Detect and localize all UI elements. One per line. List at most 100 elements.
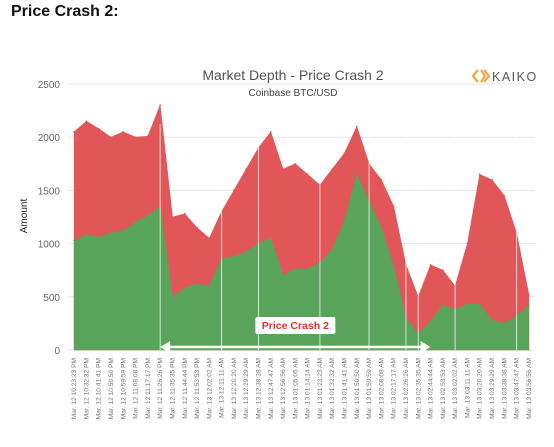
data-point: [73, 239, 76, 242]
x-tick-label: Mar. 13 01:32:32 AM: [329, 358, 336, 419]
data-point: [491, 319, 493, 322]
x-tick-label: Mar. 12 10:41:41 PM: [96, 358, 103, 419]
data-point: [97, 236, 100, 239]
data-point: [478, 173, 481, 176]
data-point: [110, 232, 112, 234]
x-tick-label: Mar. 13 03:29:29 AM: [489, 358, 496, 419]
x-tick-label: Mar. 12 10:23:23 PM: [71, 358, 78, 419]
data-point: [355, 125, 358, 128]
x-tick-label: Mar. 12 11:35:35 PM: [169, 358, 176, 419]
data-point: [392, 205, 395, 208]
x-tick-label: Mar. 13 03:56:56 AM: [526, 358, 533, 419]
data-point: [159, 104, 162, 107]
data-point: [306, 173, 309, 176]
x-tick-label: Mar. 12 10:50:50 PM: [108, 358, 115, 419]
data-point: [233, 189, 235, 192]
data-point: [183, 287, 186, 290]
x-tick-label: Mar. 13 01:59:59 AM: [366, 358, 373, 419]
data-point: [146, 215, 149, 217]
x-tick-label: Mar. 13 02:53:53 AM: [440, 358, 447, 419]
y-tick-label: 2000: [38, 133, 61, 144]
price-crash-annotation: Price Crash 2: [160, 317, 431, 353]
y-tick-label: 500: [43, 293, 60, 304]
y-axis-label: Amount: [19, 199, 30, 234]
data-point: [503, 322, 506, 325]
data-point: [134, 221, 137, 224]
x-tick-label: Mar. 13 02:26:26 AM: [403, 358, 410, 419]
data-point: [429, 263, 432, 266]
data-point: [491, 178, 493, 181]
chart-svg: Market Depth - Price Crash 2 Coinbase BT…: [19, 67, 538, 419]
x-tick-label: Mar. 13 12:11:11 AM: [219, 358, 226, 418]
data-point: [331, 249, 334, 251]
data-point: [503, 194, 506, 197]
data-point: [331, 168, 334, 171]
annotation-arrowhead-left: [160, 341, 171, 353]
kaiko-logo-icon: [471, 69, 491, 83]
data-point: [527, 304, 530, 307]
annotation-label-box: [255, 317, 336, 334]
data-point: [122, 229, 125, 232]
annotation-arrowhead-right: [420, 341, 431, 353]
x-tick-label: Mar. 12 11:08:08 PM: [133, 358, 140, 419]
x-tick-label: Mar. 13 02:35:35 AM: [415, 358, 422, 419]
x-tick-label: Mar. 13 02:08:08 AM: [378, 358, 385, 419]
data-point: [466, 303, 469, 306]
data-point: [233, 255, 235, 258]
data-point: [196, 283, 198, 285]
data-point: [196, 226, 198, 229]
x-tick-label: Mar. 13 12:29:29 AM: [243, 358, 250, 419]
x-tick-label: Mar. 13 01:14:14 AM: [305, 358, 312, 419]
data-point: [245, 168, 248, 171]
data-point: [97, 127, 100, 130]
data-point: [478, 303, 481, 306]
x-tick-label: Mar. 13 03:11:11 AM: [464, 358, 471, 418]
data-point: [429, 320, 432, 323]
data-point: [85, 234, 88, 236]
kaiko-logo: KAIKO: [471, 69, 538, 84]
data-point: [527, 293, 530, 296]
data-point: [85, 120, 88, 123]
data-point: [306, 268, 309, 271]
data-point: [282, 168, 284, 171]
chart-subtitle: Coinbase BTC/USD: [249, 88, 338, 99]
y-tick-label: 1500: [38, 186, 61, 197]
x-tick-label: Mar. 13 12:02:02 AM: [206, 358, 213, 419]
data-point: [380, 226, 383, 229]
y-tick-label: 2500: [38, 80, 61, 91]
x-tick-label: Mar. 13 12:47:47 AM: [268, 358, 275, 419]
chart-title: Market Depth - Price Crash 2: [202, 67, 383, 83]
x-tick-label: Mar. 12 11:53:53 PM: [194, 358, 201, 419]
x-tick-label: Mar. 13 12:20:20 AM: [231, 358, 238, 419]
x-tick-label: Mar. 12 11:44:44 PM: [182, 358, 189, 419]
data-point: [294, 268, 297, 271]
x-tick-label: Mar. 13 01:50:50 AM: [354, 358, 361, 419]
data-point: [146, 135, 149, 138]
y-tick-label: 0: [54, 346, 60, 357]
x-tick-label: Mar. 13 01:23:23 AM: [317, 358, 324, 419]
x-tick-label: Mar. 13 01:41:41 AM: [342, 358, 349, 419]
data-point: [269, 130, 272, 133]
data-point: [441, 269, 444, 272]
x-tick-label: Mar. 13 12:56:56 AM: [280, 358, 287, 419]
data-point: [355, 173, 358, 176]
data-point: [134, 136, 137, 139]
data-point: [282, 274, 284, 277]
data-point: [208, 237, 211, 240]
chart-card: Market Depth - Price Crash 2 Coinbase BT…: [0, 38, 554, 447]
series-layer: [73, 104, 530, 351]
data-point: [110, 136, 112, 139]
data-point: [73, 130, 76, 133]
data-point: [171, 295, 174, 298]
y-axis-ticks: 0 500 1000 1500 2000 2500: [38, 80, 61, 357]
data-point: [343, 219, 346, 222]
x-tick-label: Mar. 12 10:32:32 PM: [83, 358, 90, 419]
data-point: [208, 285, 211, 288]
kaiko-logo-text: KAIKO: [492, 70, 538, 84]
data-point: [466, 242, 469, 245]
x-tick-label: Mar. 13 12:38:38 AM: [255, 358, 262, 419]
data-point: [380, 178, 383, 181]
x-axis-ticks: Mar. 12 10:23:23 PM Mar. 12 10:32:32 PM Ma…: [71, 358, 533, 419]
data-point: [122, 130, 125, 133]
x-tick-label: Mar. 13 03:02:02 AM: [452, 358, 459, 419]
